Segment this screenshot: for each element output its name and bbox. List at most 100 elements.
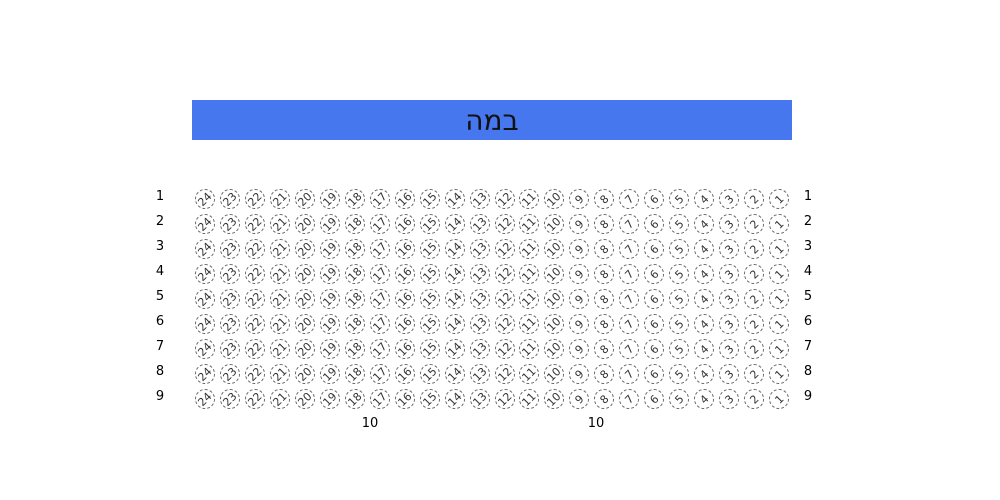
seat[interactable]: 19 (319, 339, 340, 359)
seat[interactable]: 13 (469, 264, 490, 284)
seat[interactable]: 9 (569, 239, 590, 259)
seat[interactable]: 3 (719, 189, 740, 209)
seat[interactable]: 7 (619, 364, 640, 384)
seat[interactable]: 17 (369, 389, 390, 409)
seat[interactable]: 2 (744, 314, 765, 334)
seat[interactable]: 4 (694, 314, 715, 334)
seat[interactable]: 14 (444, 389, 465, 409)
seat[interactable]: 13 (469, 289, 490, 309)
seat[interactable]: 15 (419, 389, 440, 409)
seat[interactable]: 5 (669, 189, 690, 209)
seat[interactable]: 15 (419, 189, 440, 209)
seat[interactable]: 13 (469, 364, 490, 384)
seat[interactable]: 8 (594, 289, 615, 309)
seat[interactable]: 2 (744, 239, 765, 259)
seat[interactable]: 8 (594, 239, 615, 259)
seat[interactable]: 22 (244, 389, 265, 409)
seat[interactable]: 6 (644, 189, 665, 209)
seat[interactable]: 11 (519, 239, 540, 259)
seat[interactable]: 5 (669, 264, 690, 284)
seat[interactable]: 16 (394, 389, 415, 409)
seat[interactable]: 12 (494, 364, 515, 384)
seat[interactable]: 24 (195, 264, 215, 284)
seat[interactable]: 12 (494, 339, 515, 359)
seat[interactable]: 5 (669, 239, 690, 259)
seat[interactable]: 8 (594, 314, 615, 334)
seat[interactable]: 2 (744, 289, 765, 309)
seat[interactable]: 13 (469, 239, 490, 259)
seat[interactable]: 9 (569, 264, 590, 284)
seat[interactable]: 20 (294, 339, 315, 359)
seat[interactable]: 16 (394, 314, 415, 334)
seat[interactable]: 21 (269, 214, 290, 234)
seat[interactable]: 9 (569, 364, 590, 384)
seat[interactable]: 15 (419, 339, 440, 359)
seat[interactable]: 6 (644, 289, 665, 309)
seat[interactable]: 22 (244, 289, 265, 309)
seat[interactable]: 4 (694, 364, 715, 384)
seat[interactable]: 3 (719, 339, 740, 359)
seat[interactable]: 19 (319, 189, 340, 209)
seat[interactable]: 18 (344, 314, 365, 334)
seat[interactable]: 2 (744, 339, 765, 359)
seat[interactable]: 20 (294, 289, 315, 309)
seat[interactable]: 17 (369, 214, 390, 234)
seat[interactable]: 1 (769, 289, 790, 309)
seat[interactable]: 6 (644, 239, 665, 259)
seat[interactable]: 21 (269, 289, 290, 309)
seat[interactable]: 11 (519, 364, 540, 384)
seat[interactable]: 4 (694, 239, 715, 259)
seat[interactable]: 12 (494, 214, 515, 234)
seat[interactable]: 16 (394, 214, 415, 234)
seat[interactable]: 21 (269, 339, 290, 359)
seat[interactable]: 14 (444, 264, 465, 284)
seat[interactable]: 7 (619, 264, 640, 284)
seat[interactable]: 7 (619, 189, 640, 209)
seat[interactable]: 12 (494, 389, 515, 409)
seat[interactable]: 17 (369, 189, 390, 209)
seat[interactable]: 17 (369, 339, 390, 359)
seat[interactable]: 23 (219, 364, 240, 384)
seat[interactable]: 5 (669, 389, 690, 409)
seat[interactable]: 20 (294, 264, 315, 284)
seat[interactable]: 15 (419, 289, 440, 309)
seat[interactable]: 4 (694, 339, 715, 359)
seat[interactable]: 17 (369, 264, 390, 284)
seat[interactable]: 17 (369, 314, 390, 334)
seat[interactable]: 8 (594, 339, 615, 359)
seat[interactable]: 19 (319, 389, 340, 409)
seat[interactable]: 21 (269, 264, 290, 284)
seat[interactable]: 18 (344, 364, 365, 384)
seat[interactable]: 24 (195, 339, 215, 359)
seat[interactable]: 10 (544, 364, 565, 384)
seat[interactable]: 14 (444, 364, 465, 384)
seat[interactable]: 1 (769, 389, 790, 409)
seat[interactable]: 8 (594, 189, 615, 209)
seat[interactable]: 7 (619, 339, 640, 359)
seat[interactable]: 21 (269, 389, 290, 409)
seat[interactable]: 5 (669, 289, 690, 309)
seat[interactable]: 16 (394, 339, 415, 359)
seat[interactable]: 22 (244, 239, 265, 259)
seat[interactable]: 5 (669, 339, 690, 359)
seat[interactable]: 6 (644, 364, 665, 384)
seat[interactable]: 7 (619, 214, 640, 234)
seat[interactable]: 24 (195, 214, 215, 234)
seat[interactable]: 8 (594, 214, 615, 234)
seat[interactable]: 4 (694, 289, 715, 309)
seat[interactable]: 12 (494, 264, 515, 284)
seat[interactable]: 21 (269, 314, 290, 334)
seat[interactable]: 18 (344, 389, 365, 409)
seat[interactable]: 16 (394, 264, 415, 284)
seat[interactable]: 22 (244, 214, 265, 234)
seat[interactable]: 18 (344, 214, 365, 234)
seat[interactable]: 1 (769, 339, 790, 359)
seat[interactable]: 7 (619, 314, 640, 334)
seat[interactable]: 9 (569, 339, 590, 359)
seat[interactable]: 19 (319, 214, 340, 234)
seat[interactable]: 10 (544, 239, 565, 259)
seat[interactable]: 2 (744, 364, 765, 384)
seat[interactable]: 22 (244, 314, 265, 334)
seat[interactable]: 15 (419, 214, 440, 234)
seat[interactable]: 4 (694, 189, 715, 209)
